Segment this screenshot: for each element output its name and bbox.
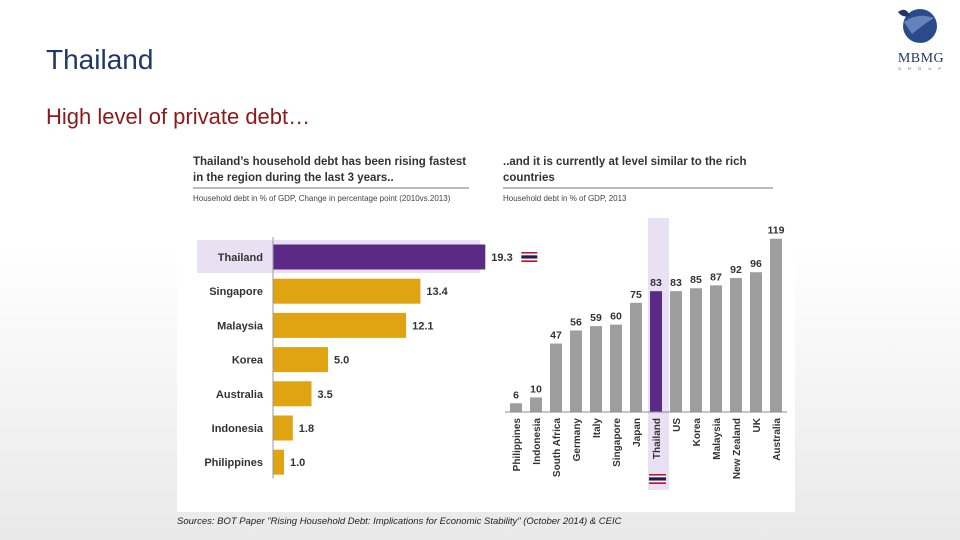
bar [770, 238, 782, 412]
category-label: UK [752, 417, 763, 432]
bar [650, 291, 662, 412]
thailand-flag-icon [649, 474, 666, 484]
category-label: Indonesia [212, 423, 264, 435]
right-chart-title: ..and it is currently at level similar t… [503, 156, 747, 184]
category-label: Australia [216, 389, 264, 401]
bar [510, 403, 522, 412]
bar [750, 272, 762, 412]
logo-subtext: G R O U P [897, 66, 945, 71]
bar [710, 285, 722, 412]
bar [273, 312, 407, 338]
data-label: 60 [610, 311, 622, 323]
bar [550, 343, 562, 412]
slide-subtitle: High level of private debt… [46, 104, 311, 129]
data-label: 19.3 [491, 252, 512, 264]
category-label: Malaysia [217, 320, 264, 332]
data-label: 1.8 [299, 423, 314, 435]
category-label: Korea [232, 355, 264, 367]
left-chart-subtitle: Household debt in % of GDP, Change in pe… [193, 194, 451, 203]
category-label: Singapore [209, 286, 263, 298]
data-label: 13.4 [426, 286, 448, 298]
bar [590, 326, 602, 412]
category-label: Australia [772, 418, 783, 461]
bar [690, 288, 702, 412]
logo-text: MBMG [897, 51, 945, 66]
category-label: Malaysia [712, 418, 723, 460]
bar [273, 415, 293, 441]
bar [730, 278, 742, 412]
data-label: 1.0 [290, 457, 305, 469]
bar [670, 291, 682, 412]
bar [570, 330, 582, 412]
category-label: Japan [632, 418, 643, 447]
data-label: 83 [670, 277, 682, 289]
data-label: 10 [530, 383, 542, 395]
data-label: 92 [730, 264, 742, 276]
bar [610, 324, 622, 412]
chart-panel: Thailand’s household debt has been risin… [177, 140, 795, 512]
category-label: Philippines [512, 418, 523, 472]
category-label: Thailand [652, 418, 663, 459]
data-label: 59 [590, 312, 602, 324]
bar [273, 278, 421, 304]
data-label: 6 [513, 389, 519, 401]
category-label: New Zealand [732, 418, 743, 479]
category-label: Indonesia [532, 418, 543, 465]
category-label: Korea [692, 418, 703, 447]
slide-title: Thailand [46, 44, 154, 75]
bar [630, 302, 642, 412]
category-label: Singapore [612, 418, 623, 467]
data-label: 5.0 [334, 355, 349, 367]
charts-svg: Thailand’s household debt has been risin… [193, 156, 787, 490]
category-label: US [672, 418, 683, 432]
data-label: 3.5 [318, 389, 333, 401]
company-logo [898, 9, 937, 45]
data-label: 83 [650, 277, 662, 289]
data-label: 47 [550, 330, 562, 342]
data-label: 75 [630, 289, 642, 301]
thailand-flag-icon [521, 252, 538, 262]
data-label: 56 [570, 316, 582, 328]
data-label: 12.1 [412, 320, 433, 332]
bar [273, 449, 284, 475]
bar [273, 381, 312, 407]
category-label: Italy [592, 418, 603, 438]
sources-note: Sources: BOT Paper "Rising Household Deb… [177, 516, 622, 527]
data-label: 87 [710, 271, 722, 283]
data-label: 119 [768, 225, 785, 237]
bar [273, 244, 486, 270]
category-label: Philippines [204, 457, 263, 469]
data-label: 85 [690, 274, 702, 286]
data-label: 96 [750, 258, 762, 270]
bar [273, 347, 328, 373]
left-chart-title: Thailand’s household debt has been risin… [193, 156, 466, 184]
bar [530, 397, 542, 412]
category-label: South Africa [552, 418, 563, 478]
category-label: Thailand [218, 252, 263, 264]
right-chart-subtitle: Household debt in % of GDP, 2013 [503, 194, 627, 203]
category-label: Germany [572, 418, 583, 462]
